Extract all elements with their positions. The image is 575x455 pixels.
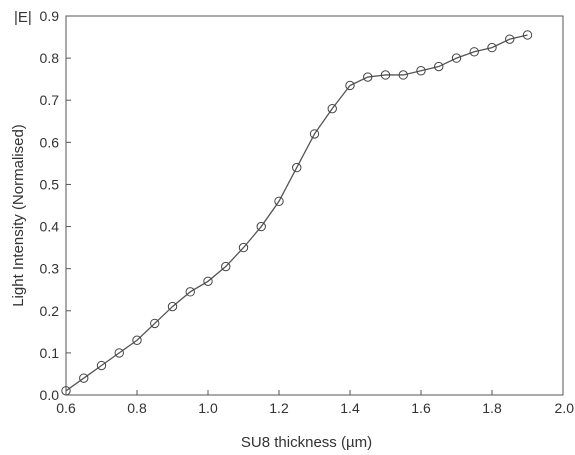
data-point xyxy=(434,61,444,72)
x-tick-label: 1.6 xyxy=(411,400,431,416)
x-axis-title: SU8 thickness (µm) xyxy=(241,434,372,451)
x-tick-label: 0.8 xyxy=(127,400,147,416)
y-tick-label: 0.3 xyxy=(40,261,60,277)
y-tick-label: 0.7 xyxy=(40,92,60,108)
y-tick-label: 0.2 xyxy=(40,303,60,319)
data-point xyxy=(505,34,515,44)
x-tick-label: 1.4 xyxy=(340,400,360,416)
x-tick-label: 1.2 xyxy=(269,400,289,416)
x-tick-label: 2.0 xyxy=(555,400,575,416)
data-point xyxy=(469,47,479,57)
data-point xyxy=(416,66,426,76)
data-point xyxy=(61,386,71,396)
y-axis-title: Light Intensity (Normalised) xyxy=(10,124,27,307)
data-point xyxy=(167,301,178,312)
data-point xyxy=(256,221,266,232)
data-point xyxy=(203,276,213,286)
y-tick-label: 0.8 xyxy=(40,50,60,66)
data-point xyxy=(185,287,195,297)
y-tick-label: 0.9 xyxy=(40,8,60,24)
data-point xyxy=(363,72,373,82)
data-point xyxy=(292,162,302,173)
data-point xyxy=(132,335,142,345)
data-point xyxy=(96,360,107,371)
y-tick-label: 0.4 xyxy=(40,219,60,235)
x-tick-label: 0.6 xyxy=(56,400,76,416)
data-point xyxy=(487,42,497,53)
y-tick-label: 0.0 xyxy=(40,387,60,403)
data-point-markers xyxy=(61,30,533,396)
data-point xyxy=(79,373,89,383)
data-point xyxy=(221,261,231,272)
data-point xyxy=(309,129,320,139)
corner-label: |E| xyxy=(14,9,32,26)
y-tick-label: 0.6 xyxy=(40,134,60,150)
y-tick-label: 0.1 xyxy=(40,345,60,361)
data-point xyxy=(522,30,533,40)
data-point xyxy=(345,80,355,91)
y-tick-label: 0.5 xyxy=(40,176,60,192)
data-point xyxy=(398,70,408,80)
x-axis-ticks: 0.6 0.8 1.0 1.2 1.4 1.6 1.8 2.0 xyxy=(56,390,574,416)
data-point xyxy=(150,318,160,329)
data-point xyxy=(380,70,391,80)
data-point xyxy=(114,348,124,358)
data-point xyxy=(327,103,337,114)
data-point xyxy=(451,53,462,63)
x-tick-label: 1.8 xyxy=(482,400,502,416)
y-axis-ticks: 0.0 0.1 0.2 0.3 0.4 0.5 0.6 0.7 0.8 0.9 xyxy=(40,8,71,403)
data-point xyxy=(274,196,284,206)
plot-area-frame xyxy=(65,15,564,396)
series-line xyxy=(65,34,528,392)
data-point xyxy=(238,242,249,253)
x-tick-label: 1.0 xyxy=(198,400,218,416)
